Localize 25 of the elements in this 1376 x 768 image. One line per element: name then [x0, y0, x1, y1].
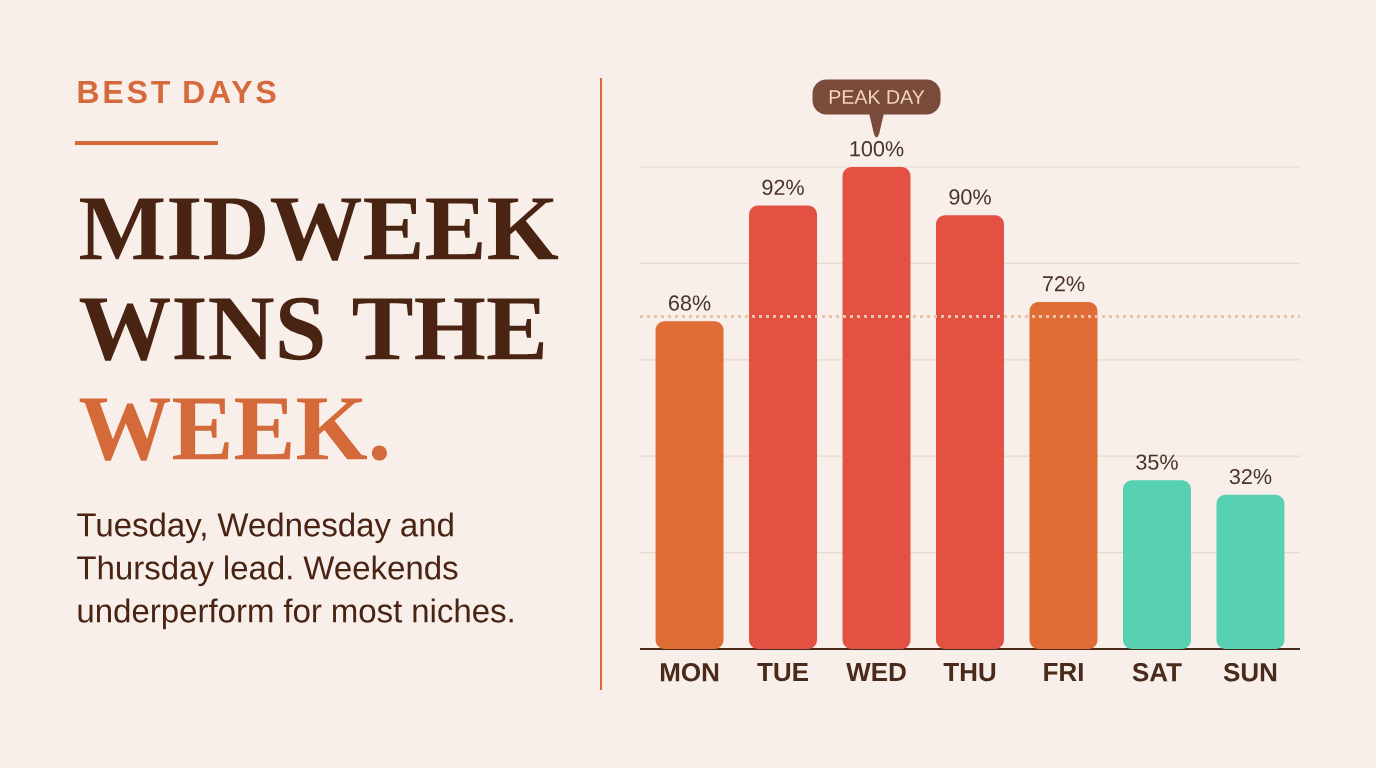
bar: [749, 205, 818, 649]
bar: [1216, 494, 1285, 649]
data-label: 68%: [669, 295, 711, 311]
bar: [842, 167, 911, 649]
bar: [655, 321, 724, 649]
data-label: 100%: [850, 141, 904, 157]
x-tick-label: SAT: [1132, 663, 1182, 682]
data-label: 72%: [1042, 276, 1085, 292]
bar: [936, 215, 1004, 649]
x-tick-label: FRI: [1044, 663, 1083, 681]
text: MIDWEEK WINS THE WEEK.: [79, 198, 559, 461]
x-tick-label: MON: [660, 663, 719, 682]
x-tick-label: WED: [846, 663, 906, 681]
data-label: 35%: [1136, 454, 1178, 470]
text: BEST DAYS: [78, 80, 276, 104]
text: Tuesday, Wednesday and Thursday lead. Weekends underperform for most niches.: [77, 512, 513, 630]
data-label: 92%: [762, 179, 804, 195]
x-tick-label: SUN: [1223, 663, 1277, 682]
data-label: 90%: [949, 189, 991, 205]
x-tick-label: TUE: [757, 663, 809, 682]
x-tick-label: THU: [943, 663, 996, 682]
text: PEAK DAY: [829, 90, 925, 104]
data-label: 32%: [1229, 468, 1272, 485]
bar: [1029, 301, 1098, 649]
bar: [1122, 480, 1191, 649]
